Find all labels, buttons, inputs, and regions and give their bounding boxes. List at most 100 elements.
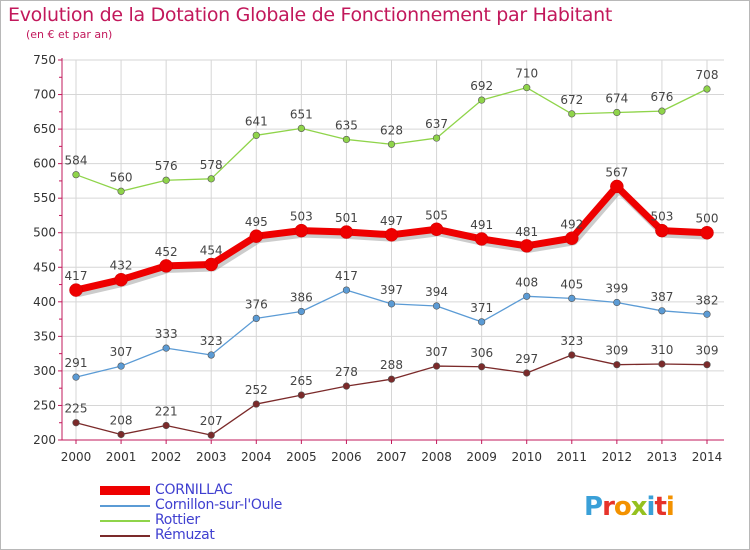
x-tick-label-2010: 2010 — [511, 450, 542, 464]
x-tick-label-2007: 2007 — [376, 450, 407, 464]
data-label-cornillon-sur-l-oule-2001: 307 — [110, 345, 133, 359]
data-label-cornillon-sur-l-oule-2013: 387 — [650, 290, 673, 304]
data-point-rottier-2010 — [523, 84, 531, 92]
data-point-rottier-2011 — [568, 110, 576, 118]
data-point-cornillon-sur-l-oule-2007 — [387, 300, 396, 308]
data-point-cornillon-sur-l-oule-2002 — [162, 344, 170, 352]
data-label-cornillon-sur-l-oule-2003: 323 — [200, 334, 223, 348]
legend-label-cornillac: CORNILLAC — [155, 482, 233, 498]
data-label-rottier-2005: 651 — [290, 107, 313, 121]
proxiti-logo: Proxiti — [584, 492, 675, 522]
x-tick-label-2004: 2004 — [241, 450, 272, 464]
chart-subtitle: (en € et par an) — [26, 28, 113, 41]
data-point-cornillon-sur-l-oule-2003 — [207, 351, 215, 359]
y-tick-label-750: 750 — [33, 53, 56, 67]
data-point-remuzat-2011 — [568, 351, 576, 359]
data-label-rottier-2011: 672 — [560, 93, 583, 107]
data-label-cornillon-sur-l-oule-2006: 417 — [335, 269, 358, 283]
data-label-rottier-2010: 710 — [515, 67, 538, 81]
data-point-cornillac-2005 — [294, 223, 309, 238]
logo-letter: P — [584, 492, 603, 522]
data-point-remuzat-2009 — [478, 363, 486, 371]
data-label-cornillon-sur-l-oule-2010: 408 — [515, 275, 538, 289]
data-point-remuzat-2008 — [432, 362, 441, 370]
data-point-cornillac-2009 — [474, 232, 489, 246]
x-tick-label-2006: 2006 — [331, 450, 362, 464]
y-tick-label-600: 600 — [33, 157, 56, 171]
data-point-rottier-2000 — [72, 171, 80, 179]
data-label-remuzat-2001: 208 — [110, 413, 133, 427]
data-label-cornillac-2002: 452 — [155, 245, 178, 259]
legend-swatch-cornillon-sur-l-oule — [100, 505, 150, 507]
data-label-rottier-2003: 578 — [200, 158, 223, 172]
logo-letter: o — [613, 492, 632, 522]
data-label-cornillac-2001: 432 — [110, 259, 133, 273]
data-point-rottier-2008 — [432, 134, 441, 142]
data-point-rottier-2006 — [342, 135, 351, 144]
y-tick-label-400: 400 — [33, 295, 56, 309]
data-point-cornillac-2004 — [249, 229, 264, 243]
data-point-cornillon-sur-l-oule-2004 — [252, 314, 260, 323]
data-label-rottier-2012: 674 — [605, 92, 628, 106]
data-label-cornillon-sur-l-oule-2004: 376 — [245, 297, 268, 311]
data-label-rottier-2007: 628 — [380, 123, 403, 137]
x-tick-label-2000: 2000 — [61, 450, 92, 464]
y-tick-label-650: 650 — [33, 122, 56, 136]
data-point-rottier-2005 — [297, 124, 305, 132]
data-point-cornillac-2012 — [610, 179, 624, 194]
data-label-cornillac-2011: 492 — [560, 217, 583, 231]
x-tick-label-2001: 2001 — [106, 450, 137, 464]
data-label-rottier-2008: 637 — [425, 117, 448, 131]
data-label-cornillon-sur-l-oule-2005: 386 — [290, 290, 313, 304]
data-label-remuzat-2009: 306 — [470, 346, 493, 360]
data-point-cornillac-2013 — [655, 223, 669, 238]
logo-letter: t — [654, 492, 666, 522]
data-point-remuzat-2010 — [523, 369, 531, 377]
logo-letter: i — [646, 492, 656, 522]
legend-swatch-remuzat — [100, 535, 150, 537]
data-label-rottier-2001: 560 — [110, 170, 133, 184]
y-tick-label-350: 350 — [33, 329, 56, 343]
data-point-cornillon-sur-l-oule-2011 — [568, 294, 576, 302]
data-label-remuzat-2011: 323 — [560, 334, 583, 348]
data-point-cornillac-2001 — [114, 272, 128, 287]
legend-label-rottier: Rottier — [155, 512, 200, 528]
data-label-cornillon-sur-l-oule-2009: 371 — [470, 301, 493, 315]
data-point-cornillon-sur-l-oule-2008 — [432, 302, 441, 310]
logo-letter: x — [630, 492, 648, 522]
data-label-remuzat-2008: 307 — [425, 345, 448, 359]
data-label-rottier-2014: 708 — [696, 68, 719, 82]
data-point-remuzat-2013 — [658, 360, 666, 368]
data-point-remuzat-2003 — [207, 431, 215, 439]
data-point-cornillon-sur-l-oule-2014 — [703, 310, 711, 318]
data-point-remuzat-2005 — [297, 391, 305, 399]
data-label-remuzat-2006: 278 — [335, 365, 358, 379]
data-point-rottier-2014 — [703, 85, 711, 93]
chart-title: Evolution de la Dotation Globale de Fonc… — [8, 4, 613, 26]
y-tick-label-250: 250 — [33, 398, 56, 412]
data-label-cornillon-sur-l-oule-2000: 291 — [65, 356, 88, 370]
data-label-cornillac-2006: 501 — [335, 211, 358, 225]
data-label-cornillon-sur-l-oule-2002: 333 — [155, 327, 178, 341]
data-label-cornillac-2000: 417 — [65, 269, 88, 283]
data-label-cornillac-2007: 497 — [380, 214, 403, 228]
data-label-rottier-2002: 576 — [155, 159, 178, 173]
x-tick-label-2002: 2002 — [151, 450, 182, 464]
data-label-cornillac-2008: 505 — [425, 208, 448, 222]
legend-label-remuzat: Rémuzat — [155, 527, 215, 543]
data-point-cornillon-sur-l-oule-2012 — [613, 298, 621, 307]
data-label-remuzat-2014: 309 — [696, 344, 719, 358]
data-point-remuzat-2000 — [72, 419, 80, 427]
data-point-rottier-2004 — [252, 131, 260, 139]
data-point-cornillac-2006 — [339, 225, 354, 239]
data-point-remuzat-2004 — [252, 400, 260, 408]
data-label-remuzat-2010: 297 — [515, 352, 538, 366]
data-label-cornillon-sur-l-oule-2011: 405 — [560, 277, 583, 291]
data-point-cornillac-2002 — [159, 259, 173, 273]
y-tick-label-300: 300 — [33, 364, 56, 378]
data-point-cornillac-2014 — [700, 225, 714, 240]
data-label-remuzat-2005: 265 — [290, 374, 313, 388]
x-tick-label-2003: 2003 — [196, 450, 227, 464]
data-point-cornillac-2010 — [519, 239, 534, 253]
